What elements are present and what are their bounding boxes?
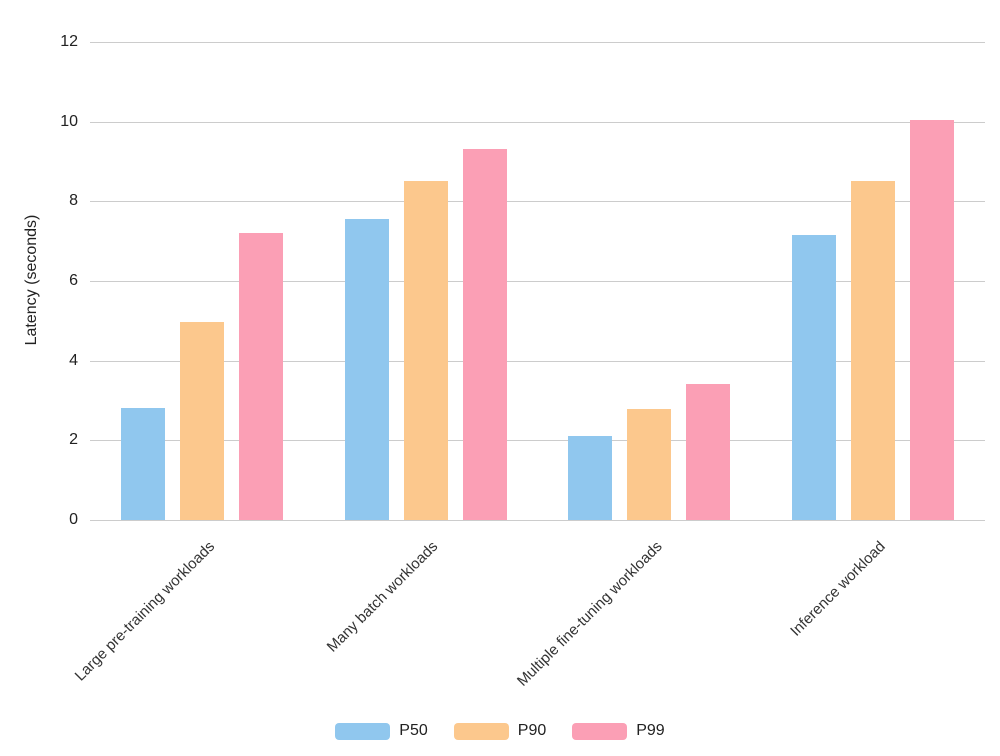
- y-tick-label: 2: [69, 431, 78, 449]
- x-axis-category-label: Multiple fine-tuning workloads: [513, 538, 666, 690]
- legend: P50 P90 P99: [0, 722, 1000, 740]
- y-tick-label: 6: [69, 272, 78, 289]
- bar-p90-category-3: [627, 409, 672, 520]
- legend-swatch-p50: [335, 722, 391, 740]
- legend-swatch-p90: [453, 722, 509, 740]
- legend-item-p90: P90: [453, 722, 547, 740]
- y-tick-label: 0: [69, 511, 78, 528]
- gridline-y-12: [90, 42, 985, 43]
- y-tick-label: 10: [60, 112, 78, 130]
- legend-label-p99: P99: [636, 722, 665, 739]
- plot-area: [90, 42, 985, 521]
- gridline-y-6: [90, 281, 985, 282]
- y-tick-label: 12: [60, 33, 78, 50]
- bar-p99-category-1: [238, 233, 283, 520]
- x-axis-category-label: Inference workload: [787, 538, 890, 640]
- legend-item-p50: P50: [335, 722, 428, 740]
- y-tick-label: 8: [69, 192, 78, 210]
- gridline-y-10: [90, 121, 985, 123]
- legend-item-p99: P99: [572, 722, 665, 740]
- gridline-y-2: [90, 440, 985, 442]
- legend-swatch-p99: [572, 722, 628, 740]
- bar-p50-category-1: [120, 407, 165, 520]
- y-tick-label: 4: [69, 351, 78, 369]
- bar-p90-category-4: [851, 181, 896, 520]
- legend-label-p90: P90: [517, 722, 547, 739]
- bar-p90-category-1: [179, 321, 224, 520]
- bar-p50-category-4: [792, 235, 837, 520]
- bar-p50-category-2: [344, 219, 389, 520]
- legend-label-p50: P50: [399, 722, 428, 739]
- bar-p99-category-4: [910, 119, 955, 520]
- x-axis-category-label: Many batch workloads: [324, 538, 442, 656]
- bar-p90-category-2: [403, 180, 448, 520]
- bar-p99-category-2: [462, 148, 507, 520]
- x-axis-category-label: Large pre-training workloads: [71, 538, 218, 685]
- bar-p50-category-3: [568, 436, 613, 520]
- bar-p99-category-3: [686, 383, 731, 520]
- gridline-y-0: [90, 520, 985, 521]
- gridline-y-4: [90, 360, 985, 362]
- gridline-y-8: [90, 201, 985, 203]
